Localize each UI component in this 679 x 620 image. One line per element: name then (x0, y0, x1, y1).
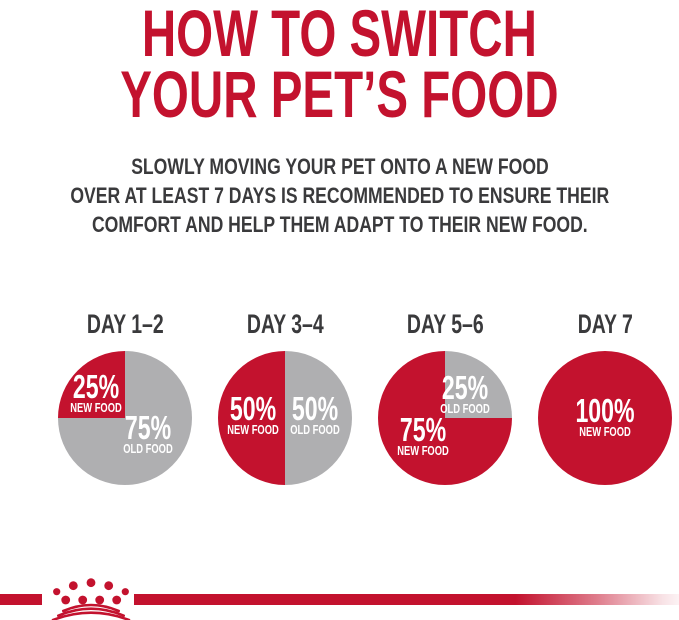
pie-percent-value: 25% (72, 368, 120, 405)
pie-label-new-food: 100% NEW FOOD (563, 392, 647, 439)
pie-label-new-food: 25% NEW FOOD (62, 368, 131, 415)
pie-label-new-food: 75% NEW FOOD (389, 411, 458, 458)
day-label-5-6: DAY 5–6 (406, 309, 484, 339)
page-title-line-1: HOW TO SWITCH (141, 0, 538, 70)
subtitle: SLOWLY MOVING YOUR PET ONTO A NEW FOOD O… (0, 152, 679, 239)
pie-slice-name: OLD FOOD (290, 423, 340, 437)
page-title: HOW TO SWITCH YOUR PET’S FOOD (0, 0, 679, 131)
day-label-1-2: DAY 1–2 (86, 309, 164, 339)
pie-column-day-3-4: DAY 3–4 50% NEW FOOD 50% OLD FOOD (205, 309, 365, 485)
pie-chart-day-7: 100% NEW FOOD (538, 351, 672, 485)
royal-canin-crown-logo (51, 578, 131, 620)
pie-column-day-5-6: DAY 5–6 25% OLD FOOD 75% NEW FOOD (365, 309, 525, 485)
pie-slice-name: OLD FOOD (440, 402, 490, 416)
pie-chart-day-1-2: 25% NEW FOOD 75% OLD FOOD (58, 351, 192, 485)
subtitle-line-2: OVER AT LEAST 7 DAYS IS RECOMMENDED TO E… (70, 183, 609, 208)
pie-column-day-1-2: DAY 1–2 25% NEW FOOD 75% OLD FOOD (45, 309, 205, 485)
pie-percent-value: 75% (399, 411, 447, 448)
day-label-7: DAY 7 (577, 309, 633, 339)
pie-label-old-food: 50% OLD FOOD (282, 390, 348, 437)
pie-slice-name: NEW FOOD (70, 401, 122, 415)
subtitle-line-1: SLOWLY MOVING YOUR PET ONTO A NEW FOOD (130, 154, 549, 179)
day-label-3-4: DAY 3–4 (246, 309, 324, 339)
pie-slice-name: OLD FOOD (123, 442, 173, 456)
pie-percent-value: 100% (575, 392, 635, 429)
pie-percent-value: 50% (291, 390, 339, 427)
pie-slice-name: NEW FOOD (397, 444, 449, 458)
page-title-line-2: YOUR PET’S FOOD (120, 57, 559, 131)
pie-label-old-food: 25% OLD FOOD (432, 369, 498, 416)
pie-slice-name: NEW FOOD (227, 423, 279, 437)
footer-divider-left (0, 594, 42, 605)
pie-percent-value: 50% (229, 390, 277, 427)
pie-chart-row: DAY 1–2 25% NEW FOOD 75% OLD FOOD DAY 3–… (0, 309, 679, 485)
pie-chart-day-5-6: 25% OLD FOOD 75% NEW FOOD (378, 351, 512, 485)
pie-chart-day-3-4: 50% NEW FOOD 50% OLD FOOD (218, 351, 352, 485)
pie-label-new-food: 50% NEW FOOD (219, 390, 288, 437)
pie-slice-name: NEW FOOD (579, 425, 631, 439)
subtitle-line-3: COMFORT AND HELP THEM ADAPT TO THEIR NEW… (91, 212, 588, 237)
footer-divider-right (134, 594, 679, 605)
pie-label-old-food: 75% OLD FOOD (115, 409, 181, 456)
pie-percent-value: 25% (441, 369, 489, 406)
pie-percent-value: 75% (124, 409, 172, 446)
pie-column-day-7: DAY 7 100% NEW FOOD (525, 309, 679, 485)
